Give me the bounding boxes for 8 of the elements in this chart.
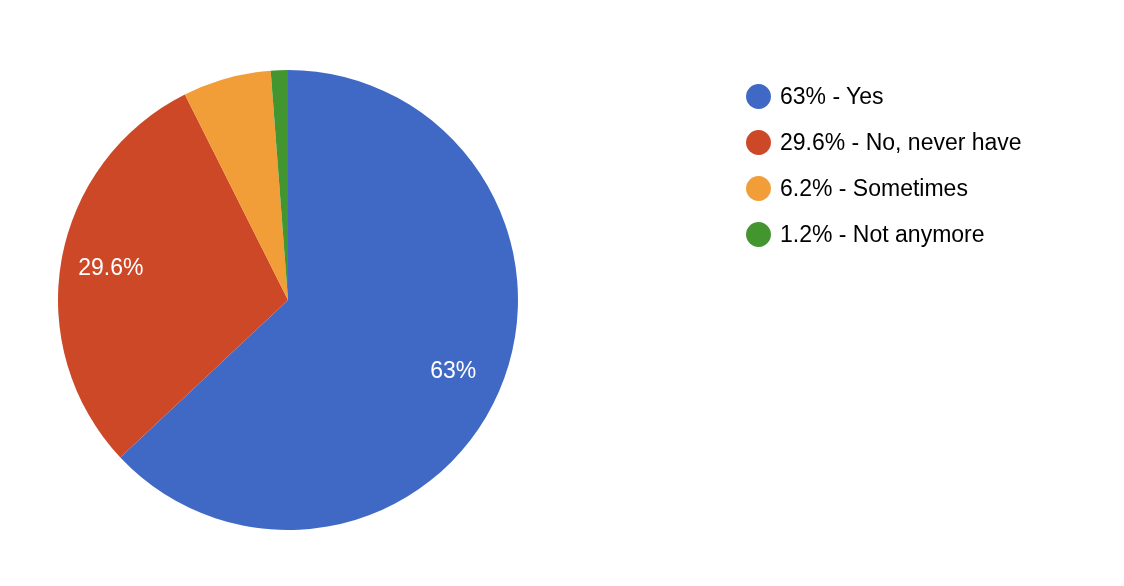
legend-label: 29.6% - No, never have bbox=[780, 128, 1022, 155]
legend-label: 1.2% - Not anymore bbox=[780, 220, 985, 247]
legend-label: 63% - Yes bbox=[780, 82, 884, 109]
legend-label: 6.2% - Sometimes bbox=[780, 174, 968, 201]
data-label: 63% bbox=[430, 357, 477, 384]
pie-slice bbox=[58, 94, 288, 458]
pie-slice bbox=[184, 70, 288, 300]
data-label: 29.6% bbox=[78, 254, 144, 281]
